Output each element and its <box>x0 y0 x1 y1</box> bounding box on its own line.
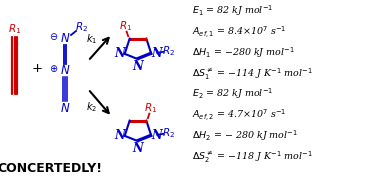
Text: $N$: $N$ <box>60 33 70 46</box>
Text: +: + <box>32 63 43 75</box>
Text: N: N <box>114 129 125 142</box>
Text: $k_1$: $k_1$ <box>86 32 98 46</box>
Text: N: N <box>151 129 162 142</box>
Text: $E_1$ = 82 kJ mol$^{-1}$: $E_1$ = 82 kJ mol$^{-1}$ <box>192 4 273 18</box>
Text: $R_1$: $R_1$ <box>119 19 132 33</box>
Text: $R_2$: $R_2$ <box>162 126 175 140</box>
Text: $\Delta H_2$ = − 280 kJ mol$^{-1}$: $\Delta H_2$ = − 280 kJ mol$^{-1}$ <box>192 129 298 143</box>
Text: $R_1$: $R_1$ <box>144 101 157 115</box>
Text: N: N <box>132 60 143 73</box>
Text: $R_2$: $R_2$ <box>162 44 175 58</box>
Text: $A_{ef,2}$ = 4.7×10$^{7}$ s$^{-1}$: $A_{ef,2}$ = 4.7×10$^{7}$ s$^{-1}$ <box>192 107 286 123</box>
Text: N: N <box>151 47 162 60</box>
Text: $\Delta H_1$ = −280 kJ mol$^{-1}$: $\Delta H_1$ = −280 kJ mol$^{-1}$ <box>192 46 295 60</box>
Text: $N$: $N$ <box>60 64 70 77</box>
Text: $E_2$ = 82 kJ mol$^{-1}$: $E_2$ = 82 kJ mol$^{-1}$ <box>192 87 273 101</box>
Text: $\ominus$: $\ominus$ <box>49 32 59 43</box>
Text: $R_2$: $R_2$ <box>75 20 89 34</box>
Text: $k_2$: $k_2$ <box>86 100 98 114</box>
Text: $\Delta S_1^{\neq}$ = −114 J K$^{-1}$ mol$^{-1}$: $\Delta S_1^{\neq}$ = −114 J K$^{-1}$ mo… <box>192 66 313 82</box>
Text: $N$: $N$ <box>60 102 70 115</box>
Text: N: N <box>132 142 143 155</box>
Text: $A_{ef,1}$ = 8.4×10$^{7}$ s$^{-1}$: $A_{ef,1}$ = 8.4×10$^{7}$ s$^{-1}$ <box>192 24 286 40</box>
Text: CONCERTEDLY!: CONCERTEDLY! <box>0 163 102 176</box>
Text: $\oplus$: $\oplus$ <box>49 64 59 74</box>
Text: $\Delta S_2^{\neq}$ = −118 J K$^{-1}$ mol$^{-1}$: $\Delta S_2^{\neq}$ = −118 J K$^{-1}$ mo… <box>192 149 313 165</box>
Text: $R_1$: $R_1$ <box>9 22 22 36</box>
Text: N: N <box>114 47 125 60</box>
